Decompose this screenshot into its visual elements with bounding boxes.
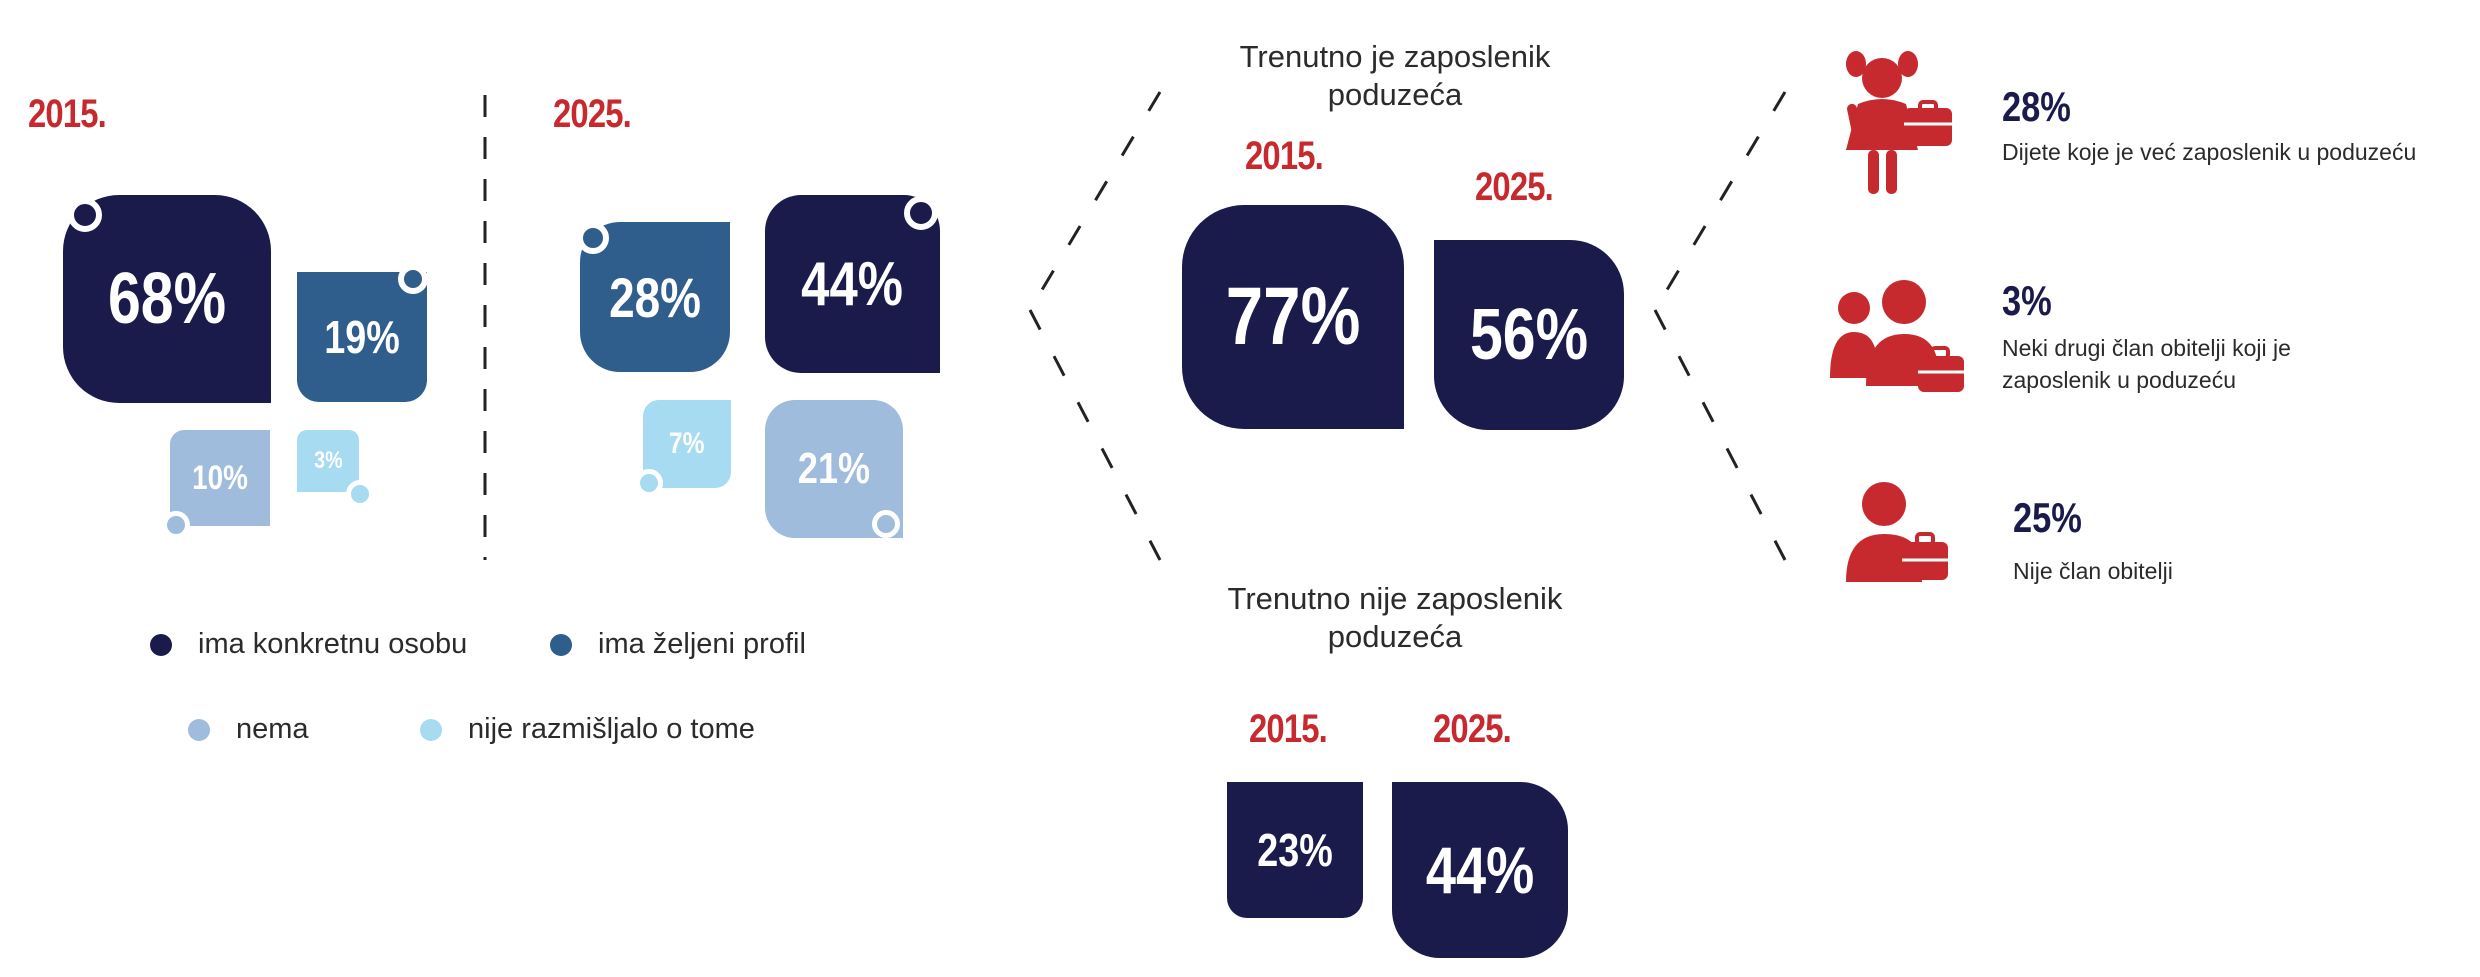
legend-item-ima-konkretnu-osobu: ima konkretnu osobu: [150, 628, 467, 661]
tile-non-employee-2015: 23%: [1227, 782, 1363, 918]
year-label-2015: 2015.: [1249, 707, 1328, 751]
chevron-right-lower: [1653, 309, 1787, 561]
tile-value-label: 68%: [107, 259, 227, 339]
tile-2025-ima-zeljeni-profil: 28%: [580, 222, 730, 372]
tile-value-label: 10%: [192, 458, 248, 497]
tile-knob: [872, 510, 900, 538]
legend-label: nije razmišljalo o tome: [468, 713, 755, 745]
icon-list-value: 25%: [2013, 494, 2082, 541]
legend-label: nema: [236, 713, 309, 745]
year-label-2025: 2025.: [1433, 707, 1512, 751]
tile-knob: [635, 469, 663, 497]
tile-value-label: 7%: [669, 427, 705, 460]
legend-item-nije-razmisljalo: nije razmišljalo o tome: [420, 713, 755, 746]
tile-value-label: 77%: [1225, 271, 1361, 362]
year-label-2015-left: 2015.: [28, 92, 107, 136]
icon-list-description: Neki drugi član obitelji koji je zaposle…: [2002, 332, 2291, 396]
tile-knob: [577, 222, 609, 254]
tile-2015-nije-razmisljalo: 3%: [297, 430, 359, 492]
girl-briefcase-icon: [1846, 51, 1952, 194]
chart-title-trenutno-je-zaposlenik: Trenutno je zaposlenik poduzeća: [1239, 39, 1551, 112]
legend-label: ima željeni profil: [598, 628, 806, 660]
tile-value-label: 44%: [1425, 833, 1535, 907]
chevron-left-lower: [1028, 309, 1162, 561]
tile-2025-nije-razmisljalo: 7%: [643, 400, 731, 488]
legend-item-nema: nema: [188, 713, 309, 746]
legend-swatch: [188, 718, 210, 741]
tile-value-label: 3%: [313, 447, 343, 474]
tile-value-label: 23%: [1257, 824, 1333, 876]
tile-non-employee-2025: 44%: [1392, 782, 1568, 958]
tile-knob: [162, 511, 190, 539]
tile-2015-nema: 10%: [170, 430, 270, 526]
tile-knob: [904, 196, 938, 230]
icon-list-value: 28%: [2002, 83, 2071, 130]
tile-employee-2015: 77%: [1182, 205, 1404, 429]
legend-swatch: [420, 718, 442, 741]
person-briefcase-icon: [1846, 482, 1948, 582]
description-line: zaposlenik u poduzeću: [2002, 367, 2236, 393]
tile-value-label: 19%: [324, 311, 400, 363]
tile-employee-2025: 56%: [1434, 240, 1624, 430]
tile-value-label: 44%: [801, 249, 904, 319]
tile-value-label: 56%: [1469, 295, 1589, 375]
legend-label: ima konkretnu osobu: [198, 628, 468, 660]
icon-list-description: Dijete koje je već zaposlenik u poduzeću: [2002, 139, 2417, 165]
tile-value-label: 28%: [609, 265, 701, 329]
tile-knob: [68, 198, 102, 232]
legend-swatch: [550, 633, 572, 656]
year-label-2015: 2015.: [1245, 134, 1324, 178]
year-label-2025: 2025.: [1475, 165, 1554, 209]
tile-2015-ima-zeljeni-profil: 19%: [297, 272, 427, 402]
chevron-right-upper: [1653, 91, 1787, 311]
family-briefcase-icon: [1830, 280, 1964, 392]
tile-knob: [346, 480, 374, 508]
chart-title-trenutno-nije-zaposlenik: Trenutno nije zaposlenik poduzeća: [1227, 581, 1563, 654]
chevron-left-upper: [1028, 91, 1162, 311]
legend-swatch: [150, 633, 172, 656]
year-label-2025-left: 2025.: [553, 92, 632, 136]
tile-value-label: 21%: [797, 444, 871, 493]
tile-knob: [398, 264, 428, 294]
description-line: Neki drugi član obitelji koji je: [2002, 335, 2291, 361]
tile-2015-ima-konkretnu-osobu: 68%: [63, 195, 271, 403]
icon-list-description: Nije član obitelji: [2013, 558, 2173, 584]
legend-item-ima-zeljeni-profil: ima željeni profil: [550, 628, 806, 661]
icon-list-value: 3%: [2002, 277, 2052, 324]
